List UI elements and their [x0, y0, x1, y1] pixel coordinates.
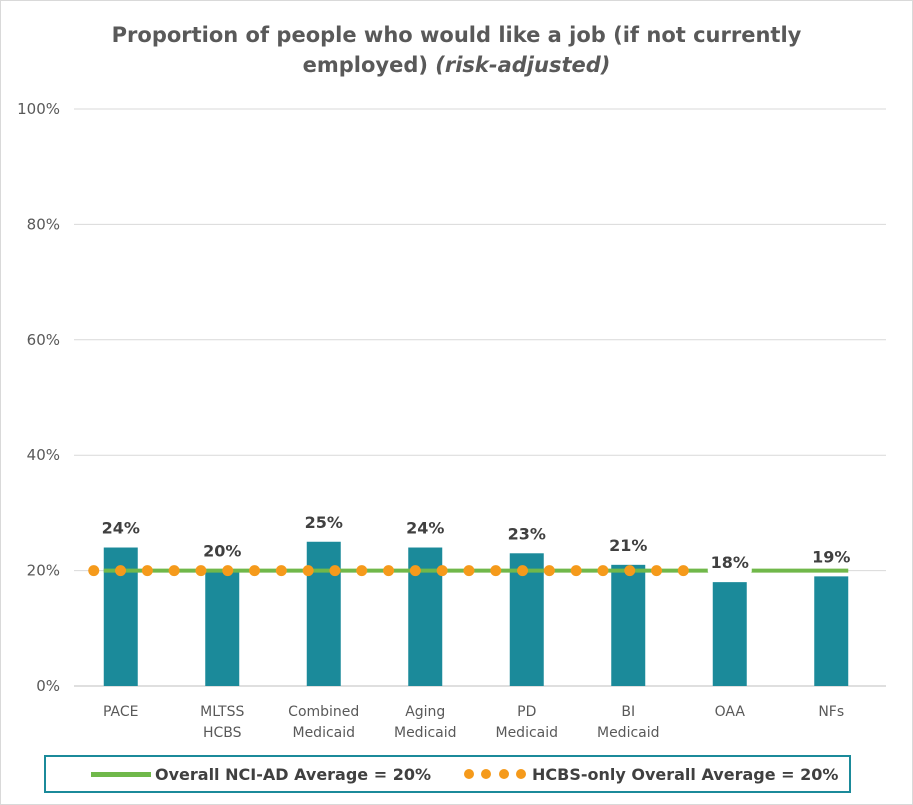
data-label-background — [809, 545, 854, 568]
hcbs-average-dot — [463, 565, 475, 577]
hcbs-average-dot — [409, 565, 421, 577]
x-tick-label: Aging — [405, 704, 445, 720]
bar-bi-medicaid — [611, 564, 646, 686]
bar-pd-medicaid — [509, 553, 544, 686]
data-label-background — [504, 522, 549, 545]
hcbs-average-dot — [624, 565, 636, 577]
data-label-background — [403, 516, 448, 539]
data-label-pace: 24% — [102, 519, 140, 538]
hcbs-average-dot — [597, 565, 609, 577]
legend-item-hcbs-average: HCBS-only Overall Average = 20% — [464, 757, 838, 791]
x-tick-label: HCBS — [203, 725, 242, 741]
hcbs-average-dot — [570, 565, 582, 577]
legend-label-hcbs-average: HCBS-only Overall Average = 20% — [532, 764, 839, 784]
bar-combined-medicaid — [306, 541, 341, 686]
chart-title: Proportion of people who would like a jo… — [0, 20, 913, 80]
hcbs-average-dot — [383, 565, 395, 577]
data-label-mltss-hcbs: 20% — [203, 542, 241, 561]
y-tick-label: 20% — [27, 562, 60, 580]
hcbs-average-dot — [88, 565, 100, 577]
x-tick-label: Medicaid — [597, 725, 660, 741]
bar-oaa — [712, 582, 747, 686]
hcbs-average-dot — [222, 565, 234, 577]
hcbs-average-dot — [517, 565, 529, 577]
x-tick-label: Medicaid — [495, 725, 558, 741]
data-label-combined-medicaid: 25% — [305, 513, 343, 532]
data-label-background — [200, 539, 245, 562]
x-tick-label: PD — [517, 704, 536, 720]
y-tick-label: 0% — [36, 677, 60, 695]
x-tick-label: Combined — [288, 704, 359, 720]
x-tick-label: Medicaid — [292, 725, 355, 741]
legend-item-overall-average: Overall NCI-AD Average = 20% — [91, 757, 431, 791]
x-tick-label: BI — [621, 704, 635, 720]
chart-title-line-1: Proportion of people who would like a jo… — [111, 23, 802, 47]
x-tick-label: MLTSS — [200, 704, 244, 720]
y-tick-label: 60% — [27, 331, 60, 349]
x-tick-label: OAA — [715, 704, 746, 720]
hcbs-average-dot — [329, 565, 341, 577]
hcbs-average-dot — [543, 565, 555, 577]
chart-title-line-2-text: employed) — [302, 53, 428, 77]
hcbs-average-dot — [275, 565, 287, 577]
chart-title-line-2: employed) (risk-adjusted) — [0, 50, 913, 80]
x-tick-label: NFs — [818, 704, 844, 720]
bar-nfs — [814, 576, 849, 686]
hcbs-average-dot — [195, 565, 207, 577]
data-label-nfs: 19% — [812, 547, 850, 566]
data-label-oaa: 18% — [711, 553, 749, 572]
y-tick-label: 80% — [27, 215, 60, 233]
data-label-background — [707, 551, 752, 574]
y-tick-label: 40% — [27, 446, 60, 464]
legend-solid-line-swatch — [91, 771, 151, 777]
chart-subtitle: (risk-adjusted) — [435, 53, 611, 77]
hcbs-average-dot — [436, 565, 448, 577]
hcbs-average-dot — [490, 565, 502, 577]
legend-label-overall-average: Overall NCI-AD Average = 20% — [155, 764, 431, 784]
hcbs-average-dot — [651, 565, 663, 577]
hcbs-average-dot — [302, 565, 314, 577]
data-label-bi-medicaid: 21% — [609, 536, 647, 555]
y-tick-label: 100% — [17, 100, 60, 118]
x-tick-label: Medicaid — [394, 725, 457, 741]
x-tick-label: PACE — [103, 704, 139, 720]
hcbs-average-dot — [356, 565, 368, 577]
hcbs-average-dot — [249, 565, 261, 577]
data-label-background — [606, 533, 651, 556]
data-label-pd-medicaid: 23% — [508, 524, 546, 543]
bar-mltss-hcbs — [205, 570, 240, 686]
data-label-aging-medicaid: 24% — [406, 519, 444, 538]
hcbs-average-dot — [677, 565, 689, 577]
chart-legend: Overall NCI-AD Average = 20% HCBS-only O… — [44, 755, 851, 793]
legend-dotted-line-swatch — [464, 769, 526, 779]
hcbs-average-dot — [115, 565, 127, 577]
hcbs-average-dot — [168, 565, 180, 577]
data-label-background — [301, 510, 346, 533]
hcbs-average-dot — [141, 565, 153, 577]
data-label-background — [98, 516, 143, 539]
